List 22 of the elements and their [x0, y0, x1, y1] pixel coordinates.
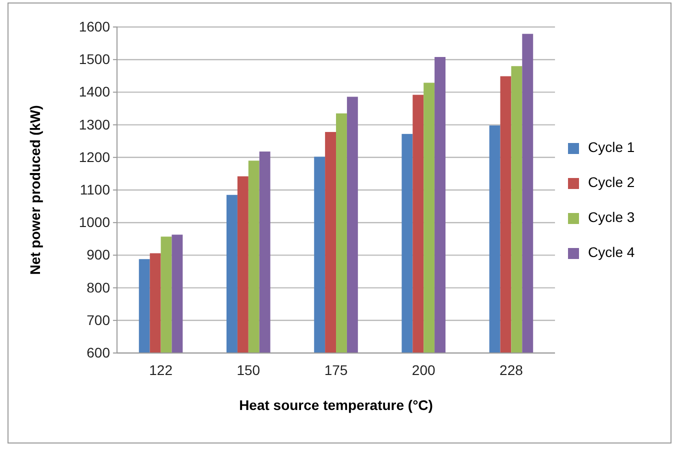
x-tick-label: 122: [149, 362, 173, 378]
y-tick-label: 1400: [78, 84, 110, 100]
legend-label: Cycle 1: [588, 139, 635, 155]
y-tick-label: 1000: [78, 214, 110, 230]
y-tick-label: 800: [86, 279, 110, 296]
x-tick-label: 200: [412, 362, 436, 378]
y-tick-label: 1500: [78, 51, 110, 68]
x-tick-label: 175: [324, 362, 348, 378]
legend-label: Cycle 2: [588, 174, 635, 190]
y-tick-label: 700: [86, 312, 110, 328]
x-tick-label: 150: [236, 362, 260, 378]
y-axis-title: Net power produced (kW): [27, 105, 43, 275]
legend-label: Cycle 3: [588, 209, 635, 225]
legend-label: Cycle 4: [588, 244, 635, 260]
x-axis-title: Heat source temperature (°C): [239, 397, 433, 413]
y-tick-label: 1600: [78, 18, 110, 34]
y-tick-label: 1100: [80, 181, 110, 198]
y-tick-label: 1200: [78, 148, 110, 165]
y-tick-label: 600: [86, 344, 110, 360]
y-tick-label: 1300: [78, 116, 110, 132]
y-tick-label: 900: [86, 246, 110, 263]
x-tick-label: 228: [500, 362, 524, 378]
